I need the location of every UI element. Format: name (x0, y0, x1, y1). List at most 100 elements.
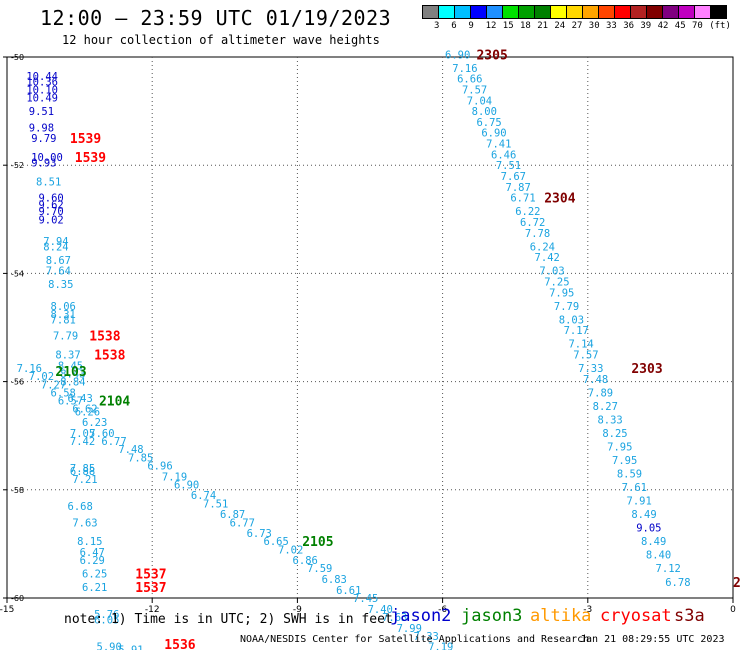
wave-height-value: 7.99 (397, 623, 422, 635)
wave-height-value: 6.66 (457, 74, 482, 86)
wave-height-value: 7.19 (428, 642, 453, 650)
y-tick-label: -58 (11, 486, 24, 495)
wave-height-value: 9.05 (636, 523, 661, 535)
wave-height-value: 6.75 (476, 117, 501, 129)
wave-height-value: 5.76 (94, 609, 119, 621)
wave-height-value: 7.48 (583, 374, 608, 386)
credit-text: NOAA/NESDIS Center for Satellite Applica… (240, 634, 590, 645)
wave-height-value: 8.24 (43, 241, 68, 253)
colorbar-swatch (710, 5, 727, 19)
wave-height-value: 7.85 (128, 452, 153, 464)
plot-frame (6, 56, 734, 599)
wave-height-value: 7.02 (29, 371, 54, 383)
wave-height-value: 7.16 (452, 63, 477, 75)
colorbar-label: 36 (623, 21, 635, 31)
wave-height-value: 10.49 (26, 93, 58, 105)
colorbar-label: 3 (434, 21, 440, 31)
x-tick-label: -3 (583, 605, 592, 615)
wave-height-value: 7.81 (51, 314, 76, 326)
pass-time-label: 2304 (544, 192, 575, 207)
wave-height-value: 6.05 (94, 615, 119, 627)
legend-jason3: jason3 (461, 606, 523, 626)
wave-height-value: 8.67 (46, 255, 71, 267)
wave-height-value: 6.90 (445, 49, 470, 61)
wave-height-value: 6.25 (82, 569, 107, 581)
wave-height-value: 8.43 (60, 368, 85, 380)
wave-height-value: 10.44 (26, 71, 58, 83)
wave-height-value: 9.60 (38, 193, 63, 205)
colorbar-label: 18 (520, 21, 531, 31)
colorbar (422, 5, 727, 19)
pass-time-label: 1538 (94, 349, 125, 364)
wave-height-value: 8.25 (602, 428, 627, 440)
wave-height-value: 7.61 (622, 482, 647, 494)
wave-height-value: 6.65 (264, 536, 289, 548)
wave-height-value: 6.23 (82, 417, 107, 429)
wave-height-value: 6.88 (70, 466, 95, 478)
wave-height-value: 6.87 (220, 509, 245, 521)
pass-time-label: 2 (733, 576, 740, 591)
colorbar-label: 21 (537, 21, 549, 31)
wave-height-value: 7.94 (43, 236, 68, 248)
wave-height-value: 8.45 (58, 360, 83, 372)
pass-time-label: 1536 (164, 638, 195, 650)
wave-height-value: 6.90 (174, 479, 199, 491)
pass-time-label: 1537 (135, 568, 166, 583)
wave-height-value: 7.95 (549, 287, 574, 299)
wave-height-value: 8.84 (60, 377, 85, 389)
x-tick-label: -9 (293, 605, 302, 615)
wave-height-value: 8.27 (593, 401, 618, 413)
y-tick-label: -56 (11, 378, 24, 387)
wave-height-value: 7.89 (588, 387, 613, 399)
pass-time-label: 1537 (135, 581, 166, 596)
wave-height-value: 6.22 (515, 206, 540, 218)
wave-height-value: 6.78 (665, 577, 690, 589)
colorbar-label: 70 (692, 21, 703, 31)
wave-height-value: 7.87 (506, 182, 531, 194)
wave-height-value: 6.58 (51, 387, 76, 399)
wave-height-value: 6.74 (191, 490, 216, 502)
wave-height-value: 6.46 (491, 149, 516, 161)
wave-height-value: 8.31 (51, 309, 76, 321)
generated-timestamp: Jan 21 08:29:55 UTC 2023 (580, 634, 725, 645)
x-tick-label: -12 (145, 605, 160, 615)
pass-time-label: 2103 (55, 365, 86, 380)
wave-height-value: 7.42 (535, 252, 560, 264)
y-tick-label: -52 (11, 161, 24, 170)
wave-height-value: 7.51 (203, 498, 228, 510)
colorbar-label: 12 (485, 21, 497, 31)
wave-height-value: 7.57 (462, 84, 487, 96)
wave-height-value: 7.17 (564, 325, 589, 337)
wave-height-value: 8.37 (55, 350, 80, 362)
wave-height-value: 7.95 (612, 455, 637, 467)
wave-height-value: 6.43 (68, 393, 93, 405)
wave-height-value: 7.25 (544, 277, 569, 289)
wave-height-value: 7.02 (278, 544, 303, 556)
wave-height-value: 6.86 (293, 555, 318, 567)
wave-height-value: 7.64 (46, 266, 71, 278)
wave-height-value: 7.48 (118, 444, 143, 456)
wave-height-value: 7.79 (53, 331, 78, 343)
wave-height-value: 5.90 (97, 642, 122, 650)
wave-height-value: 9.62 (38, 200, 63, 212)
wave-height-value: 8.03 (559, 314, 584, 326)
colorbar-label: 42 (657, 21, 669, 31)
wave-height-value: 8.35 (48, 279, 73, 291)
wave-height-value: 6.96 (147, 460, 172, 472)
y-tick-label: -60 (11, 594, 24, 603)
wave-height-value: 6.47 (80, 547, 105, 559)
colorbar-label: 30 (588, 21, 600, 31)
y-tick-label: -50 (11, 53, 24, 62)
y-tick-label: -54 (11, 269, 24, 278)
wave-height-value: 7.59 (307, 563, 332, 575)
wave-height-value: 7.16 (17, 363, 42, 375)
wave-height-value: 6.57 (58, 396, 83, 408)
wave-height-value: 7.63 (72, 517, 97, 529)
wave-height-value: 6.29 (80, 555, 105, 567)
wave-height-value: 6.68 (68, 501, 93, 513)
colorbar-label: 15 (502, 21, 514, 31)
colorbar-label: 27 (571, 21, 583, 31)
wave-height-value: 7.60 (89, 428, 114, 440)
wave-height-value: 6.61 (336, 585, 361, 597)
